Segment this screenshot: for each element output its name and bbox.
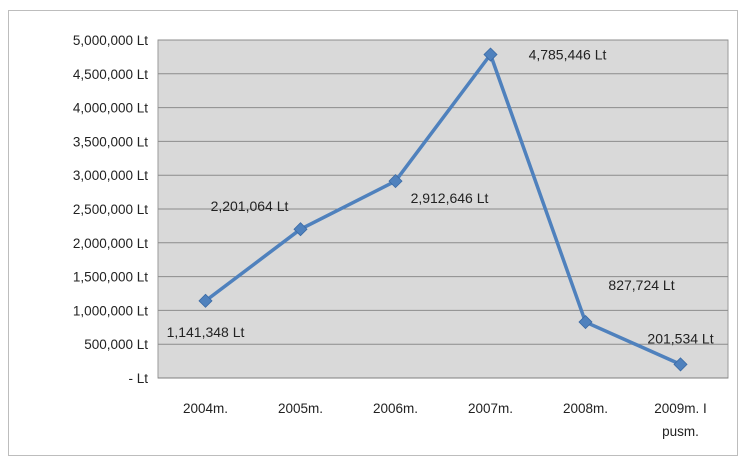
data-label: 2,201,064 Lt [211,198,289,214]
x-tick-label-line: 2009m. I [654,401,707,416]
x-tick-label-line: 2007m. [468,401,513,416]
y-tick-label: 2,500,000 Lt [73,202,148,217]
x-tick-label-line: 2005m. [278,401,323,416]
x-tick-label: 2008m. [563,401,608,416]
series-line [204,52,682,366]
x-tick-label: 2004m. [183,401,228,416]
y-tick-label: 500,000 Lt [84,337,148,352]
y-tick-label: 2,000,000 Lt [73,236,148,251]
data-label: 2,912,646 Lt [411,190,489,206]
x-tick-label-line: 2004m. [183,401,228,416]
x-tick-label: 2007m. [468,401,513,416]
y-tick-label: - Lt [128,371,148,386]
y-tick-label: 3,500,000 Lt [73,134,148,149]
y-tick-label: 1,000,000 Lt [73,303,148,318]
data-point-marker [293,222,308,237]
y-tick-label: 4,500,000 Lt [73,67,148,82]
x-tick-label-line: 2008m. [563,401,608,416]
y-tick-label: 5,000,000 Lt [73,33,148,48]
data-label: 827,724 Lt [608,277,674,293]
y-tick-label: 1,500,000 Lt [73,270,148,285]
y-tick-label: 4,000,000 Lt [73,101,148,116]
x-tick-label: 2009m. I pusm. [654,401,707,439]
data-point-marker [388,174,403,189]
data-point-marker [578,314,593,330]
x-tick-label-line: pusm. [662,424,699,439]
data-point-marker [483,47,498,62]
data-point-marker [673,357,688,372]
y-tick-label: 3,000,000 Lt [73,168,148,183]
x-tick-label-line: 2006m. [373,401,418,416]
data-label: 4,785,446 Lt [529,47,607,63]
x-tick-label: 2006m. [373,401,418,416]
data-label: 201,534 Lt [647,330,713,346]
data-point-marker [198,293,213,308]
x-tick-label: 2005m. [278,401,323,416]
data-label: 1,141,348 Lt [167,324,245,340]
